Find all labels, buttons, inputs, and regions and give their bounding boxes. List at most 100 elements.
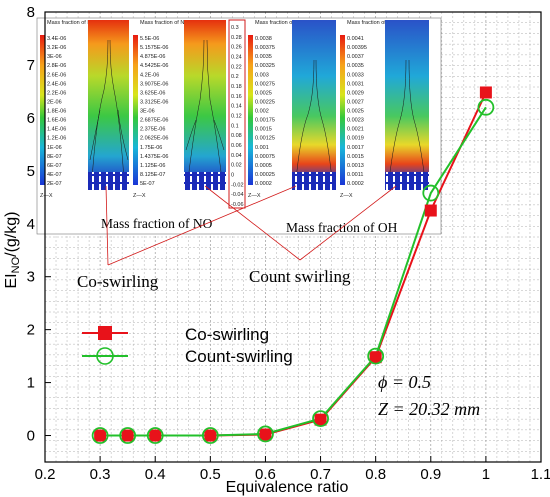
- scale-value: 0.0002: [347, 181, 364, 187]
- scale-value: 0.22: [231, 64, 242, 70]
- scale-value: 0.1: [231, 123, 239, 129]
- scale-value: 8.125E-07: [140, 172, 165, 178]
- oh-color-scale-1: Mass fraction of OH 0.00380.003750.00350…: [248, 20, 304, 187]
- scale-value: 0.0023: [347, 118, 364, 124]
- y-tick-label: 5: [27, 163, 35, 180]
- scale-value: 0.001: [255, 145, 269, 151]
- x-tick-label: 0.9: [420, 466, 441, 483]
- no-scale-1-title: Mass fraction of NO: [47, 20, 96, 26]
- scale-value: 0.28: [231, 35, 242, 41]
- data-point-count-swirling: [146, 427, 164, 444]
- data-point-co-swirling: [424, 204, 437, 217]
- scale-value: 0.0015: [255, 127, 272, 133]
- y-tick-label: 7: [27, 57, 35, 74]
- scale-value: 1.125E-06: [140, 163, 165, 169]
- scale-value: 0.00225: [255, 99, 275, 105]
- data-point-co-swirling: [479, 86, 492, 99]
- scale-value: 2.2E-06: [47, 90, 66, 96]
- scale-value: 0.0033: [347, 72, 364, 78]
- data-point-co-swirling: [204, 429, 217, 442]
- scale-value: -0.06: [231, 202, 244, 208]
- scale-value: 3.3125E-06: [140, 99, 168, 105]
- oh-scale-2-labels: 0.0041 0.00395 0.0037 0.0035 0.0033 0.0031 0.0…: [347, 36, 367, 187]
- contour-inset: Mass fraction of NO 3.4E-06 3.2E-06 3E-06 2…: [36, 17, 442, 235]
- x-tick-label: 0.7: [310, 466, 331, 483]
- scale-value: 0.0029: [347, 90, 364, 96]
- scale-value: 3E-06: [140, 109, 155, 115]
- scale-value: 0: [231, 173, 234, 179]
- scale-value: -0.02: [231, 182, 244, 188]
- no-scale-1-labels: 3.4E-06 3.2E-06 3E-06 2.8E-06 2.6E-06 2.4E-06…: [47, 36, 66, 187]
- scale-value: 0.0035: [255, 54, 272, 60]
- y-tick-label: 8: [27, 4, 35, 21]
- oh-contour-co-swirling: [292, 20, 336, 190]
- legend-label-count-swirling: Count-swirling: [185, 347, 293, 366]
- scale-value: 1.75E-06: [140, 145, 162, 151]
- x-tick-label: 0.5: [200, 466, 221, 483]
- scale-value: 2.0625E-06: [140, 136, 168, 142]
- data-point-co-swirling: [369, 351, 382, 364]
- y-tick-label: 1: [27, 375, 35, 392]
- scale-value: 8E-07: [47, 154, 62, 160]
- y-tick-label: 3: [27, 269, 35, 286]
- no-contour-count-swirling: [184, 20, 226, 190]
- data-point-co-swirling: [149, 429, 162, 442]
- scale-value: 5.1575E-06: [140, 45, 168, 51]
- scale-value: 0.0013: [347, 163, 364, 169]
- data-point-count-swirling: [312, 410, 329, 427]
- data-point-co-swirling: [314, 413, 327, 426]
- x-tick-label: 1.1: [531, 466, 550, 483]
- oh-scale-1-labels: 0.0038 0.00375 0.0035 0.00325 0.003 0.00275 0.…: [255, 36, 275, 187]
- data-point-count-swirling: [257, 425, 274, 443]
- axis-ticks: 0.2 0.3 0.4 0.5 0.6 0.7 0.8 0.9 1 1.1 0 1 2 3 4 5 6 7 8: [27, 4, 550, 483]
- no-contour-co-swirling: [88, 20, 129, 190]
- scale-value: 0.0037: [347, 54, 364, 60]
- scale-value: 0.0017: [347, 145, 364, 151]
- scale-value: 3.2E-06: [47, 45, 66, 51]
- scale-value: 0.0021: [347, 127, 364, 133]
- x-tick-label: 1: [482, 466, 490, 483]
- scale-value: 0.002: [255, 109, 269, 115]
- scale-value: 0.16: [231, 94, 242, 100]
- co-swirling-annotation: Co-swirling: [77, 272, 159, 291]
- data-point-count-swirling: [201, 427, 219, 444]
- y-label-unit: /(g/kg): [3, 212, 20, 257]
- scale-value: 0.04: [231, 153, 242, 159]
- oh-scale-1-title: Mass fraction of OH: [255, 20, 304, 26]
- scale-value: 5.5E-06: [140, 36, 159, 42]
- x-tick-label: 0.3: [90, 466, 111, 483]
- legend-marker-co-swirling: [98, 326, 112, 340]
- y-label-sub: NO: [10, 256, 22, 273]
- scale-value: 2.375E-06: [140, 127, 165, 133]
- scale-value: 0.0035: [347, 63, 364, 69]
- scale-value: 0.00325: [255, 63, 275, 69]
- scale-value: 0.0025: [255, 90, 272, 96]
- scale-value: 0.00175: [255, 118, 275, 124]
- legend-marker-count-swirling: [96, 347, 114, 365]
- scale-value: 0.12: [231, 114, 242, 120]
- no-color-scale-2: Mass fraction of NO 5.5E-06 5.1575E-06 4.8…: [133, 20, 189, 187]
- data-point-count-swirling: [119, 427, 137, 444]
- scale-value: 0.00395: [347, 45, 367, 51]
- data-point-count-swirling: [477, 98, 495, 116]
- scale-value: 4.5425E-06: [140, 63, 168, 69]
- scale-value: 2.6875E-06: [140, 118, 168, 124]
- scale-value: 0.00275: [255, 81, 275, 87]
- scale-value: 2.8E-06: [47, 63, 66, 69]
- scale-value: 4E-07: [47, 172, 62, 178]
- scale-value: 4.2E-06: [140, 72, 159, 78]
- scale-value: 0.08: [231, 133, 242, 139]
- callout-lines: [105, 185, 397, 266]
- oh-color-scale-2: Mass fraction of OH 0.00410.003950.00370…: [340, 20, 396, 187]
- x-tick-label: 0.2: [35, 466, 56, 483]
- no-scale-2-title: Mass fraction of NO: [140, 20, 189, 26]
- scale-value: 0.003: [255, 72, 269, 78]
- scale-value: 0.0005: [255, 163, 272, 169]
- x-tick-label: 0.4: [145, 466, 166, 483]
- scale-value: 0.3: [231, 25, 239, 31]
- scale-value: 0.06: [231, 143, 242, 149]
- data-point-co-swirling: [259, 428, 272, 441]
- scale-value: 1.4E-06: [47, 127, 66, 133]
- plot-frame: [44, 11, 542, 463]
